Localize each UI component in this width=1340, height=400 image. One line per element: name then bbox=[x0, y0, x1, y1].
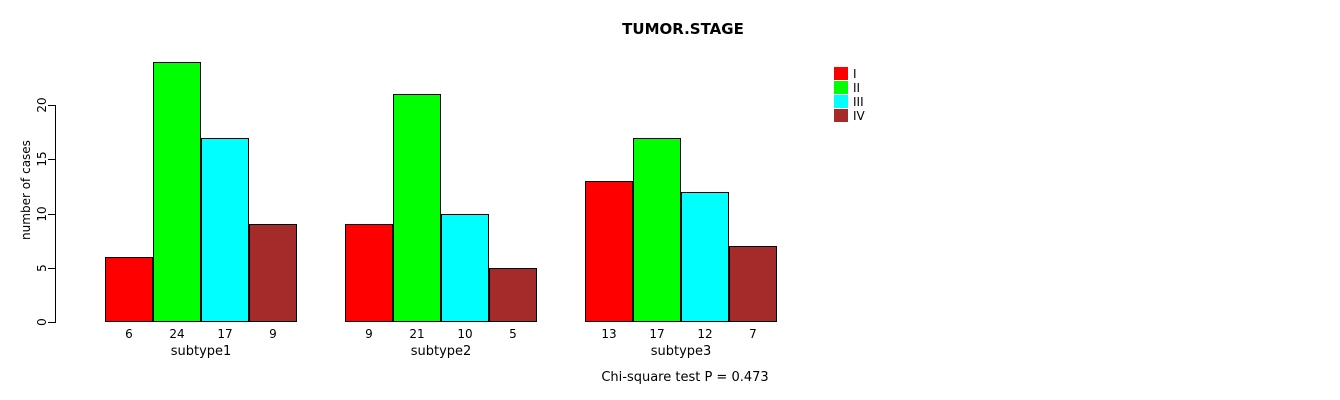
bar-value-label: 9 bbox=[365, 327, 373, 341]
legend-swatch-I bbox=[834, 67, 848, 80]
category-label-subtype3: subtype3 bbox=[650, 344, 712, 359]
bar-subtype2-I bbox=[345, 224, 393, 322]
bar-subtype3-II bbox=[633, 137, 681, 322]
y-tick bbox=[48, 213, 55, 215]
chi-square-annotation: Chi-square test P = 0.473 bbox=[601, 370, 769, 385]
bar-value-label: 12 bbox=[697, 327, 713, 341]
y-tick bbox=[48, 159, 55, 161]
bar-value-label: 9 bbox=[269, 327, 277, 341]
y-tick-label: 5 bbox=[35, 263, 49, 272]
y-tick bbox=[48, 267, 55, 269]
y-axis-line bbox=[55, 105, 56, 323]
legend-swatch-IV bbox=[834, 109, 848, 122]
legend-label-IV: IV bbox=[853, 108, 865, 123]
y-tick-label: 15 bbox=[35, 151, 49, 167]
bar-value-label: 10 bbox=[457, 327, 473, 341]
bar-value-label: 13 bbox=[601, 327, 617, 341]
bar-value-label: 5 bbox=[509, 327, 517, 341]
bar-value-label: 21 bbox=[409, 327, 425, 341]
bar-subtype1-III bbox=[201, 137, 249, 322]
y-tick-label: 10 bbox=[35, 205, 49, 222]
bar-subtype1-IV bbox=[249, 224, 297, 322]
bar-value-label: 24 bbox=[169, 327, 185, 341]
legend-label-I: I bbox=[853, 66, 857, 81]
legend-label-III: III bbox=[853, 94, 864, 109]
y-tick-label: 20 bbox=[35, 97, 49, 113]
y-axis-title: number of cases bbox=[19, 140, 33, 240]
bar-subtype2-II bbox=[393, 94, 441, 322]
bar-value-label: 6 bbox=[125, 327, 133, 341]
bar-subtype2-III bbox=[441, 213, 489, 322]
legend-swatch-II bbox=[834, 81, 848, 94]
bar-subtype1-I bbox=[105, 256, 153, 322]
y-tick bbox=[48, 322, 55, 323]
bar-subtype2-IV bbox=[489, 267, 537, 322]
legend-swatch-III bbox=[834, 95, 848, 108]
bar-value-label: 17 bbox=[649, 327, 665, 341]
y-tick-label: 0 bbox=[35, 318, 49, 326]
category-label-subtype2: subtype2 bbox=[410, 344, 472, 359]
bar-value-label: 7 bbox=[749, 327, 757, 341]
chart-title: TUMOR.STAGE bbox=[622, 20, 744, 38]
bar-subtype3-I bbox=[585, 180, 633, 322]
bar-subtype1-II bbox=[153, 61, 201, 322]
bar-subtype3-IV bbox=[729, 246, 777, 322]
category-label-subtype1: subtype1 bbox=[170, 344, 232, 359]
bar-value-label: 17 bbox=[217, 327, 233, 341]
bar-subtype3-III bbox=[681, 191, 729, 322]
y-tick bbox=[48, 105, 55, 106]
legend-label-II: II bbox=[853, 80, 861, 95]
